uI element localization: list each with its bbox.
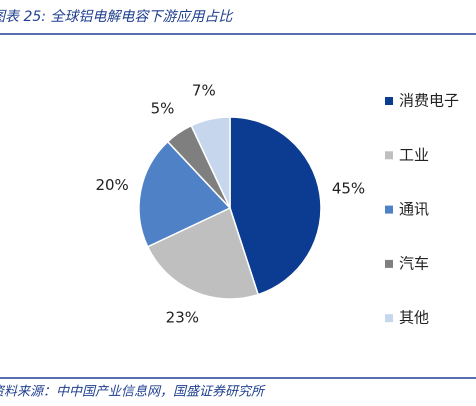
legend-label: 消费电子 <box>399 92 459 110</box>
legend-swatch <box>385 314 393 323</box>
data-label: 5% <box>151 99 175 117</box>
source-note: 资料来源：中中国产业信息网，国盛证券研究所 <box>0 384 266 400</box>
legend-label: 汽车 <box>399 254 429 272</box>
data-label: 23% <box>166 309 199 327</box>
legend-swatch <box>385 97 393 105</box>
legend-label: 工业 <box>399 146 429 164</box>
chart-title: 图表 25: 全球铝电解电容下游应用占比 <box>0 9 234 25</box>
pie-slice <box>229 116 322 296</box>
legend-swatch <box>385 151 393 160</box>
legend-label: 其他 <box>399 309 429 327</box>
pie-slice <box>190 116 231 209</box>
legend-swatch <box>385 205 393 214</box>
legend-swatch <box>385 259 393 268</box>
pie-slice <box>138 140 232 248</box>
data-label: 7% <box>192 81 216 99</box>
data-label: 45% <box>332 180 365 198</box>
data-label: 20% <box>95 176 128 194</box>
pie-slice <box>146 206 260 300</box>
legend-label: 通讯 <box>399 200 429 218</box>
